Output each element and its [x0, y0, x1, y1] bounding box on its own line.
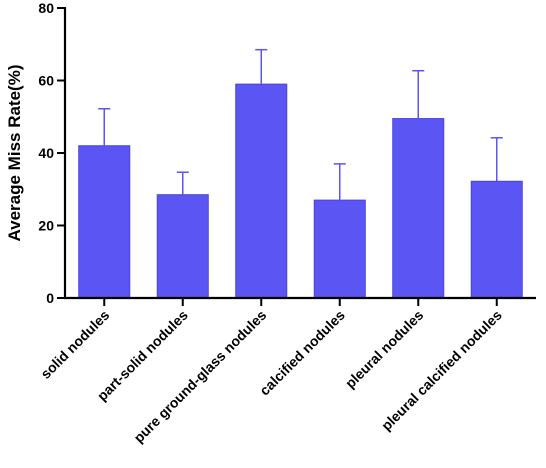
bars-group [78, 83, 523, 299]
x-category-label: pure ground-glass nodules [130, 307, 269, 446]
bar [235, 83, 288, 299]
y-tick-label: 20 [38, 218, 54, 234]
y-axis-title: Average Miss Rate(%) [5, 65, 24, 242]
bar [156, 194, 209, 299]
x-category-label: solid nodules [37, 307, 112, 382]
bar [313, 199, 366, 299]
bar [392, 118, 445, 299]
error-bars-group [98, 48, 503, 201]
y-tick-label: 60 [38, 73, 54, 89]
bar [470, 180, 523, 299]
y-tick-label: 0 [46, 290, 54, 306]
y-ticks-group: 0 20 40 60 80 [38, 0, 65, 306]
bar [78, 145, 131, 299]
y-tick-label: 40 [38, 145, 54, 161]
y-tick-label: 80 [38, 0, 54, 16]
x-category-label: pleural nodules [342, 307, 427, 392]
x-category-label: calcified nodules [256, 307, 348, 399]
